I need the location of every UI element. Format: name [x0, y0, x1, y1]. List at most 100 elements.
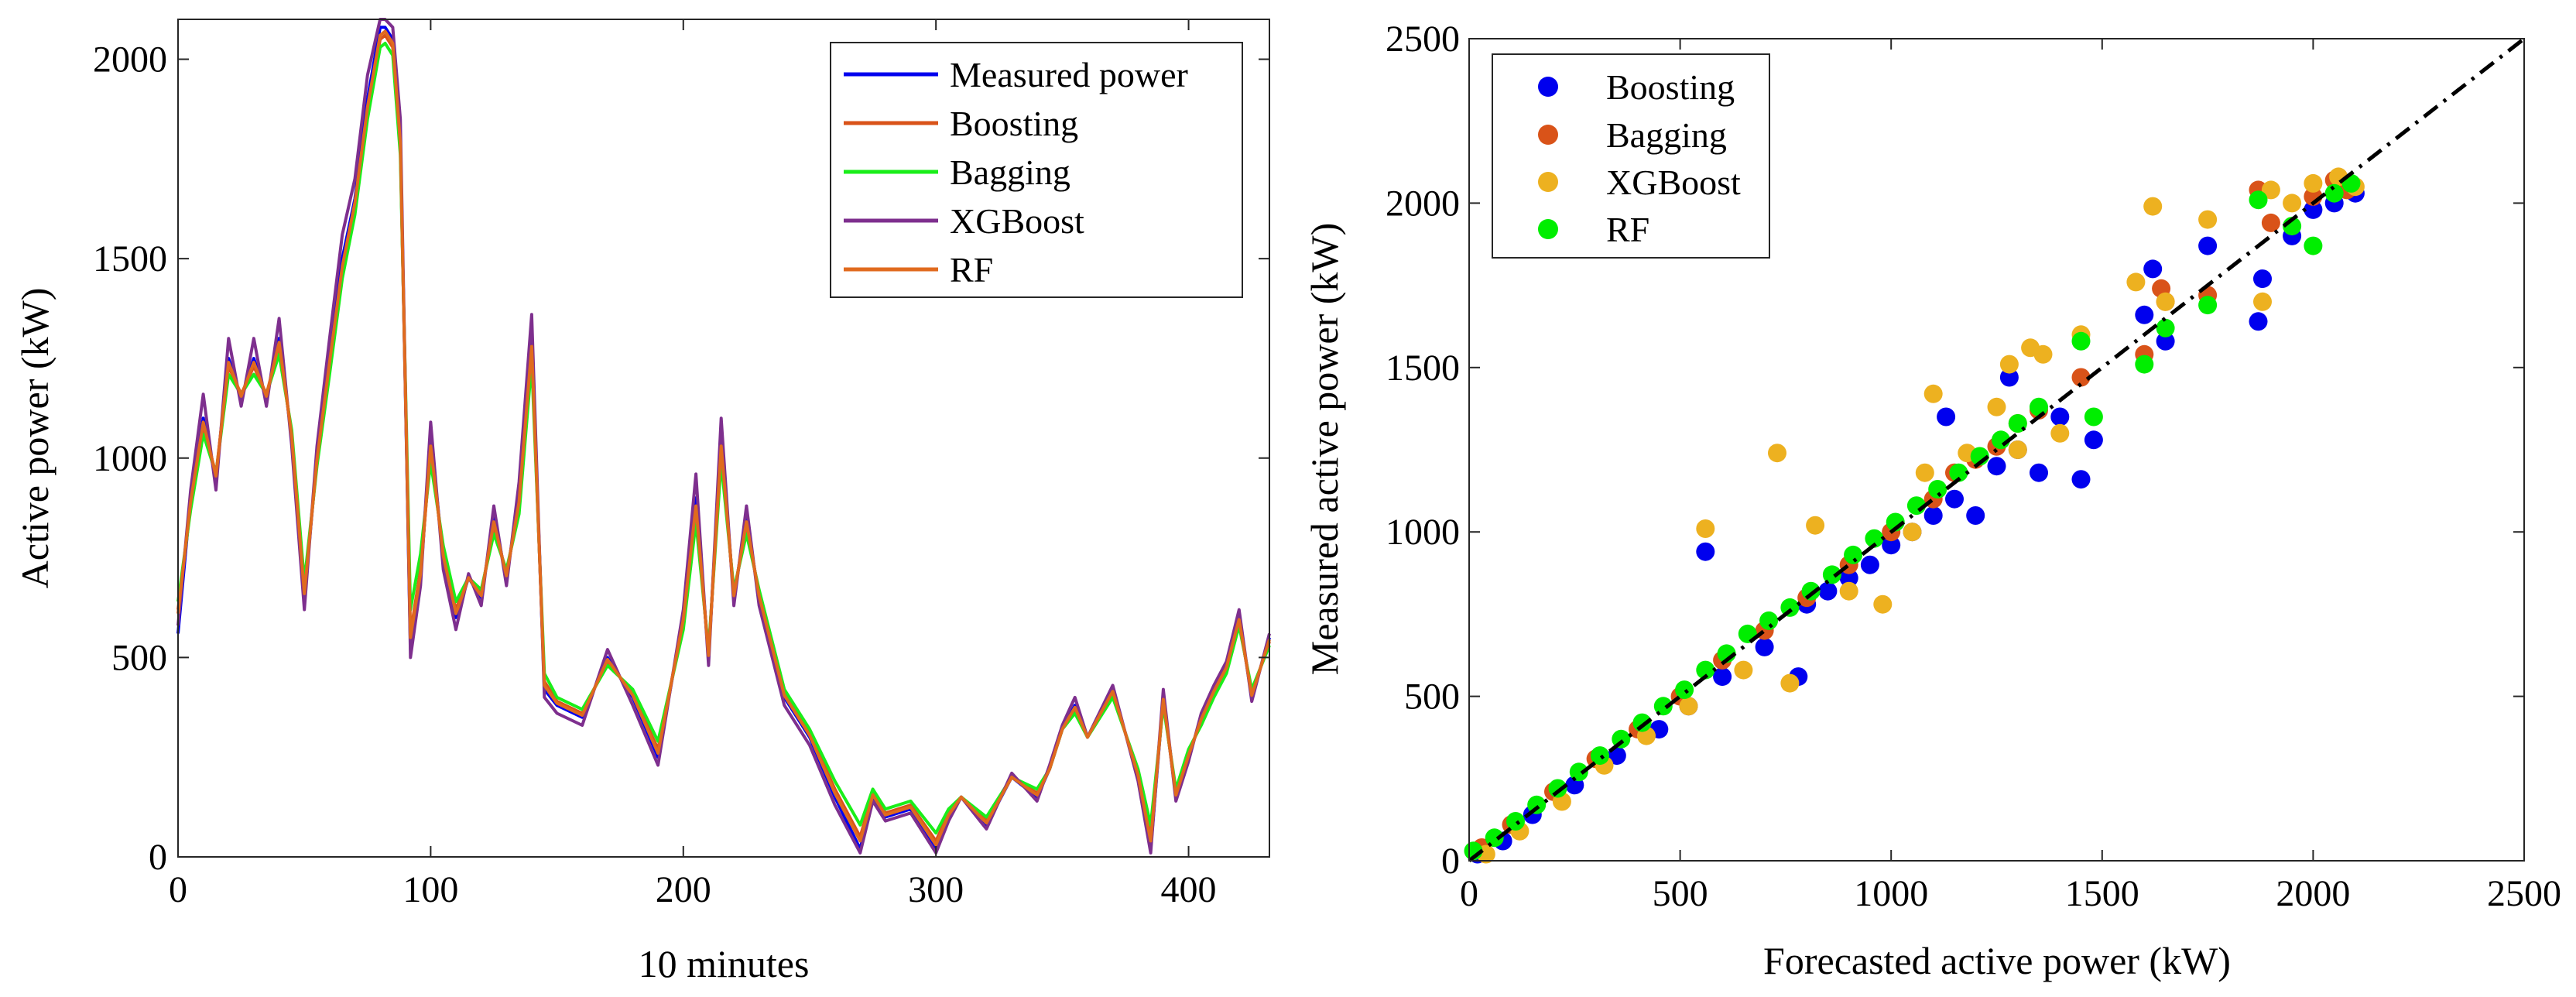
scatter-point-boosting: [2084, 430, 2103, 450]
scatter-point-xgboost: [1999, 355, 2019, 374]
legend-label-bagging-scatter: Bagging: [1606, 115, 1727, 155]
scatter-point-boosting: [1696, 542, 1715, 561]
legend-label-measured-power: Measured power: [950, 55, 1188, 94]
right-chart-panel: 0 500 1000 1500 2000 2500 0 500 1000 1500 2000 2500…: [1303, 19, 2561, 982]
scatter-point-boosting: [2135, 305, 2154, 324]
chart1-xtick-label: 2500: [2487, 873, 2561, 914]
left-chart-xlabel: 10 minutes: [639, 942, 810, 985]
chart0-xtick-label: 300: [908, 869, 964, 910]
chart0-ytick-label: 2000: [93, 39, 167, 81]
scatter-point-xgboost: [1806, 516, 1825, 535]
scatter-point-xgboost: [2156, 292, 2175, 311]
chart0-ytick-label: 500: [111, 637, 167, 678]
chart1-xtick-label: 0: [1460, 873, 1478, 914]
chart1-xtick-label: 2000: [2276, 873, 2350, 914]
scatter-point-boosting: [1945, 489, 1964, 509]
legend-marker-bagging: [1538, 125, 1558, 145]
scatter-point-rf: [1928, 480, 1947, 498]
scatter-point-boosting: [2304, 200, 2323, 219]
scatter-point-xgboost: [2050, 423, 2070, 443]
scatter-point-xgboost: [2008, 440, 2027, 459]
chart1-ytick-label: 2500: [1386, 19, 1460, 60]
left-chart-ylabel: Active power (kW): [13, 288, 57, 589]
right-chart-xlabel: Forecasted active power (kW): [1763, 939, 2231, 982]
chart1-xtick-label: 500: [1653, 873, 1708, 914]
scatter-point-xgboost: [1839, 581, 1858, 601]
scatter-point-xgboost: [1696, 519, 1715, 538]
scatter-point-boosting: [1818, 581, 1838, 601]
scatter-point-rf: [1759, 611, 1779, 630]
series-line-rf: [176, 29, 1271, 847]
scatter-point-rf: [2156, 318, 2175, 337]
scatter-point-boosting: [1755, 637, 1774, 656]
scatter-point-rf: [2198, 296, 2218, 315]
scatter-point-xgboost: [1903, 522, 1922, 542]
chart1-ytick-label: 1500: [1386, 348, 1460, 389]
scatter-point-rf: [1696, 660, 1715, 680]
legend-label-boosting-scatter: Boosting: [1606, 67, 1735, 107]
scatter-point-boosting: [1999, 368, 2019, 387]
right-chart-scatter-points: [1464, 167, 2365, 864]
scatter-point-rf: [2071, 331, 2091, 351]
scatter-point-rf: [1844, 545, 1863, 564]
chart0-xtick-label: 0: [169, 869, 187, 910]
scatter-point-boosting: [2050, 407, 2070, 427]
scatter-point-boosting: [1839, 568, 1858, 588]
chart1-ytick-label: 1000: [1386, 512, 1460, 553]
chart1-xtick-label: 1000: [1854, 873, 1928, 914]
legend-label-bagging: Bagging: [950, 152, 1070, 192]
left-chart-series-lines: [176, 18, 1271, 855]
scatter-point-xgboost: [2143, 197, 2163, 216]
scatter-point-rf: [2135, 355, 2154, 374]
chart1-ytick-label: 2000: [1386, 183, 1460, 224]
scatter-point-rf: [2249, 190, 2268, 210]
chart0-xtick-label: 100: [402, 869, 458, 910]
left-chart-panel: 0 100 200 300 400 0 500 1000 1500 2000 10 minutes…: [13, 18, 1271, 985]
legend-label-xgboost: XGBoost: [950, 201, 1084, 241]
scatter-point-boosting: [1713, 667, 1732, 687]
chart0-ytick-label: 0: [149, 837, 167, 878]
legend-marker-xgboost: [1538, 172, 1558, 192]
scatter-point-rf: [1653, 697, 1673, 716]
left-chart-ticks: 0 100 200 300 400 0 500 1000 1500 2000: [93, 19, 1269, 910]
scatter-point-xgboost: [1768, 444, 1786, 463]
scatter-point-boosting: [1860, 555, 1879, 574]
scatter-point-boosting: [2071, 470, 2091, 489]
scatter-point-rf: [1675, 680, 1694, 700]
scatter-point-xgboost: [2126, 272, 2146, 292]
legend-label-boosting: Boosting: [950, 104, 1078, 143]
scatter-point-xgboost: [1780, 673, 1800, 693]
scatter-point-boosting: [2143, 259, 2163, 279]
scatter-point-rf: [2084, 407, 2103, 427]
scatter-point-boosting: [1882, 536, 1901, 555]
scatter-point-rf: [2030, 397, 2048, 416]
legend-marker-boosting: [1538, 77, 1558, 97]
left-chart-frame: [177, 19, 1270, 858]
legend-label-rf: RF: [950, 250, 993, 290]
scatter-point-boosting: [2249, 312, 2268, 331]
scatter-point-rf: [2304, 236, 2323, 255]
scatter-point-xgboost: [2253, 292, 2272, 311]
scatter-point-xgboost: [2033, 344, 2053, 364]
scatter-point-boosting: [2156, 331, 2175, 351]
scatter-point-rf: [1591, 746, 1609, 766]
scatter-point-xgboost: [1987, 397, 2006, 416]
legend-label-rf-scatter: RF: [1606, 210, 1649, 249]
scatter-point-rf: [1949, 463, 1968, 482]
scatter-point-boosting: [2253, 269, 2272, 289]
scatter-point-boosting: [2198, 236, 2218, 255]
right-chart-legend: Boosting Bagging XGBoost RF: [1492, 53, 1770, 259]
scatter-point-xgboost: [1734, 660, 1753, 680]
chart0-ytick-label: 1000: [93, 438, 167, 479]
scatter-point-rf: [1822, 565, 1841, 584]
scatter-point-xgboost: [2198, 210, 2218, 229]
left-chart-legend: Measured power Boosting Bagging XGBoost …: [830, 42, 1243, 298]
scatter-point-xgboost: [1873, 594, 1893, 614]
chart1-xtick-label: 1500: [2065, 873, 2139, 914]
right-chart-frame: [1468, 38, 2525, 862]
right-chart-ylabel: Measured active power (kW): [1303, 223, 1346, 675]
scatter-point-boosting: [1987, 457, 2006, 476]
chart1-ytick-label: 500: [1404, 677, 1460, 718]
scatter-point-boosting: [2030, 463, 2048, 482]
